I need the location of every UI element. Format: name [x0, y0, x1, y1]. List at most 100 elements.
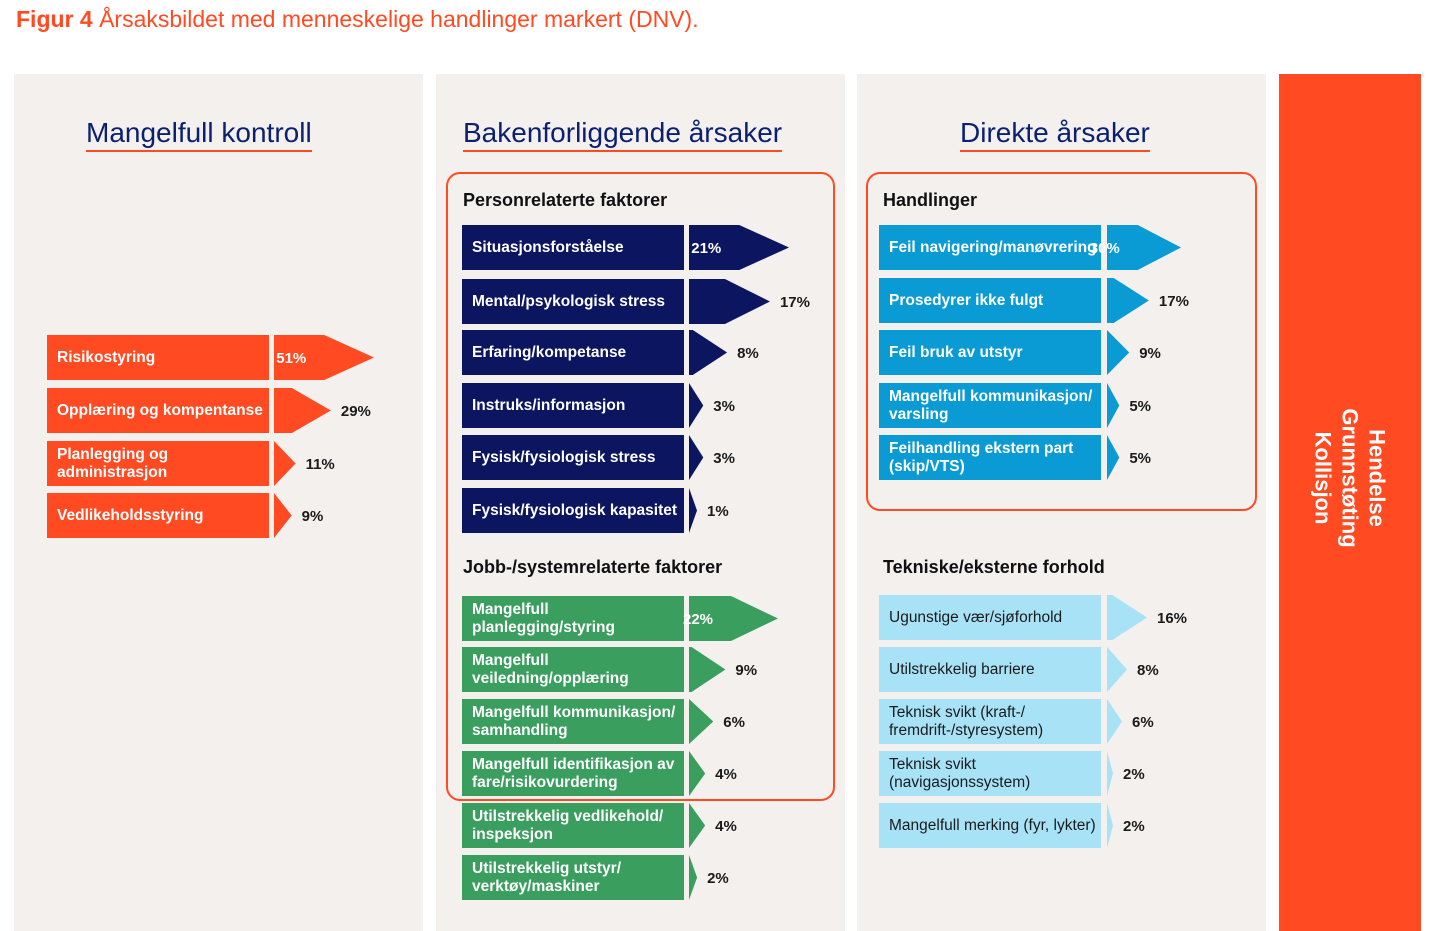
- bar-category-label: Risikostyring: [47, 335, 269, 380]
- heading-control: Mangelfull kontroll: [86, 116, 312, 152]
- bar-category-label: Mangelfull kommunikasjon/ samhandling: [462, 699, 684, 744]
- bar-value-arrow-shape: [1107, 435, 1120, 480]
- bar-value-arrow: [689, 699, 714, 744]
- bar-value-label: 17%: [1158, 292, 1189, 310]
- bar-value-arrow: [1107, 647, 1127, 692]
- event-line: Grunnstøting: [1337, 408, 1363, 548]
- bar-value-arrow: [274, 335, 374, 380]
- bar-value-arrow: [689, 435, 704, 480]
- bar-value-arrow: [1107, 435, 1120, 480]
- bar-category-label: Teknisk svikt (navigasjonssystem): [879, 751, 1101, 796]
- bar-value-arrow-shape: [689, 330, 728, 375]
- bar-value-arrow: [689, 855, 698, 900]
- bar-category-label: Erfaring/kompetanse: [462, 330, 684, 375]
- bar-value-label: 9%: [735, 661, 758, 679]
- event-label: Hendelse Grunnstøting Kollisjon: [1310, 408, 1391, 547]
- bar-value-arrow: [689, 596, 778, 641]
- figure-caption: Årsaksbildet med menneskelige handlinger…: [99, 6, 699, 32]
- bar-value-arrow: [1107, 751, 1113, 796]
- bar-value-label: 4%: [715, 817, 737, 835]
- bar-category-label: Mangelfull identifikasjon av fare/risiko…: [462, 751, 684, 796]
- bar-value-arrow: [1107, 595, 1147, 640]
- bar-category-label: Mangelfull planlegging/styring: [462, 596, 684, 641]
- bar-value-arrow: [689, 803, 706, 848]
- bar-category-label: Instruks/informasjon: [462, 383, 684, 428]
- group-title-technical: Tekniske/eksterne forhold: [883, 557, 1105, 577]
- bar-value-arrow: [1107, 278, 1149, 323]
- bar-category-label: Fysisk/fysiologisk stress: [462, 435, 684, 480]
- bar-value-label: 29%: [340, 402, 371, 420]
- bar-value-label: 8%: [737, 344, 759, 362]
- bar-value-arrow-shape: [1107, 647, 1127, 692]
- bar-category-label: Mangelfull veiledning/opplæring: [462, 647, 684, 692]
- bar-category-label: Planlegging og administrasjon: [47, 441, 269, 486]
- bar-value-arrow-shape: [689, 699, 714, 744]
- bar-value-arrow: [1107, 225, 1181, 270]
- bar-category-label: Mental/psykologisk stress: [462, 279, 684, 324]
- bar-value-label: 5%: [1129, 397, 1152, 415]
- group-title-person: Personrelaterte faktorer: [463, 190, 668, 210]
- bar-category-label: Situasjonsforståelse: [462, 225, 684, 270]
- bar-value-arrow-shape: [689, 803, 706, 848]
- figure-label: Figur 4: [16, 6, 93, 32]
- bar-value-label: 2%: [707, 869, 729, 887]
- bar-category-label: Utilstrekkelig vedlikehold/ inspeksjon: [462, 803, 684, 848]
- bar-value-arrow-shape: [274, 388, 331, 433]
- bar-value-arrow: [689, 751, 706, 796]
- bar-value-arrow-shape: [689, 225, 789, 270]
- bar-value-label: 6%: [723, 713, 745, 731]
- bar-category-label: Utilstrekkelig utstyr/ verktøy/maskiner: [462, 855, 684, 900]
- bar-category-label: Fysisk/fysiologisk kapasitet: [462, 488, 684, 533]
- bar-value-arrow: [689, 225, 789, 270]
- bar-value-arrow-shape: [689, 435, 704, 480]
- group-title-actions: Handlinger: [883, 190, 978, 210]
- bar-category-label: Vedlikeholdsstyring: [47, 493, 269, 538]
- bar-category-label: Utilstrekkelig barriere: [879, 647, 1101, 692]
- bar-value-arrow-shape: [1107, 595, 1147, 640]
- bar-value-label: 22%: [683, 610, 714, 628]
- heading-direct: Direkte årsaker: [960, 116, 1150, 152]
- heading-underlying: Bakenforliggende årsaker: [463, 116, 783, 152]
- event-panel: [1279, 74, 1421, 931]
- bar-value-label: 3%: [713, 449, 735, 467]
- event-line: Hendelse: [1364, 429, 1390, 527]
- bar-value-label: 17%: [779, 293, 810, 311]
- bar-value-label: 2%: [1123, 817, 1145, 835]
- bar-value-arrow-shape: [1107, 803, 1113, 848]
- bar-value-arrow-shape: [689, 647, 726, 692]
- bar-value-label: 5%: [1129, 449, 1152, 467]
- bar-value-label: 9%: [301, 507, 324, 525]
- bar-value-arrow: [689, 330, 728, 375]
- bar-value-arrow: [689, 647, 726, 692]
- bar-value-arrow-shape: [1107, 330, 1130, 375]
- bar-value-arrow-shape: [689, 383, 704, 428]
- bar-value-arrow: [274, 441, 296, 486]
- bar-value-label: 9%: [1139, 344, 1161, 362]
- bar-value-arrow-shape: [1107, 751, 1113, 796]
- bar-value-arrow: [689, 279, 770, 324]
- figure-title: Figur 4 Årsaksbildet med menneskelige ha…: [16, 4, 699, 34]
- bar-value-arrow-shape: [274, 335, 374, 380]
- bar-category-label: Opplæring og kompentanse: [47, 388, 269, 433]
- bar-category-label: Mangelfull kommunikasjon/ varsling: [879, 383, 1101, 428]
- bar-value-label: 21%: [691, 239, 722, 257]
- bar-value-arrow-shape: [274, 441, 296, 486]
- bar-value-label: 51%: [276, 349, 307, 367]
- bar-category-label: Mangelfull merking (fyr, lykter): [879, 803, 1101, 848]
- bar-value-arrow-shape: [274, 493, 292, 538]
- bar-value-label: 1%: [707, 502, 729, 520]
- bar-value-arrow-shape: [689, 751, 706, 796]
- bar-category-label: Teknisk svikt (kraft-/ fremdrift-/styres…: [879, 699, 1101, 744]
- bar-category-label: Prosedyrer ikke fulgt: [879, 278, 1101, 323]
- bar-value-arrow: [1107, 330, 1130, 375]
- bar-value-label: 30%: [1089, 239, 1120, 257]
- bar-value-label: 11%: [305, 455, 335, 473]
- bar-value-arrow-shape: [689, 855, 698, 900]
- bar-value-arrow: [1107, 803, 1113, 848]
- bar-value-arrow-shape: [1107, 225, 1181, 270]
- bar-value-arrow: [274, 493, 292, 538]
- event-line: Kollisjon: [1310, 431, 1336, 525]
- bar-category-label: Ugunstige vær/sjøforhold: [879, 595, 1101, 640]
- bar-category-label: Feil navigering/manøvrering: [879, 225, 1101, 270]
- bar-value-arrow-shape: [1107, 383, 1120, 428]
